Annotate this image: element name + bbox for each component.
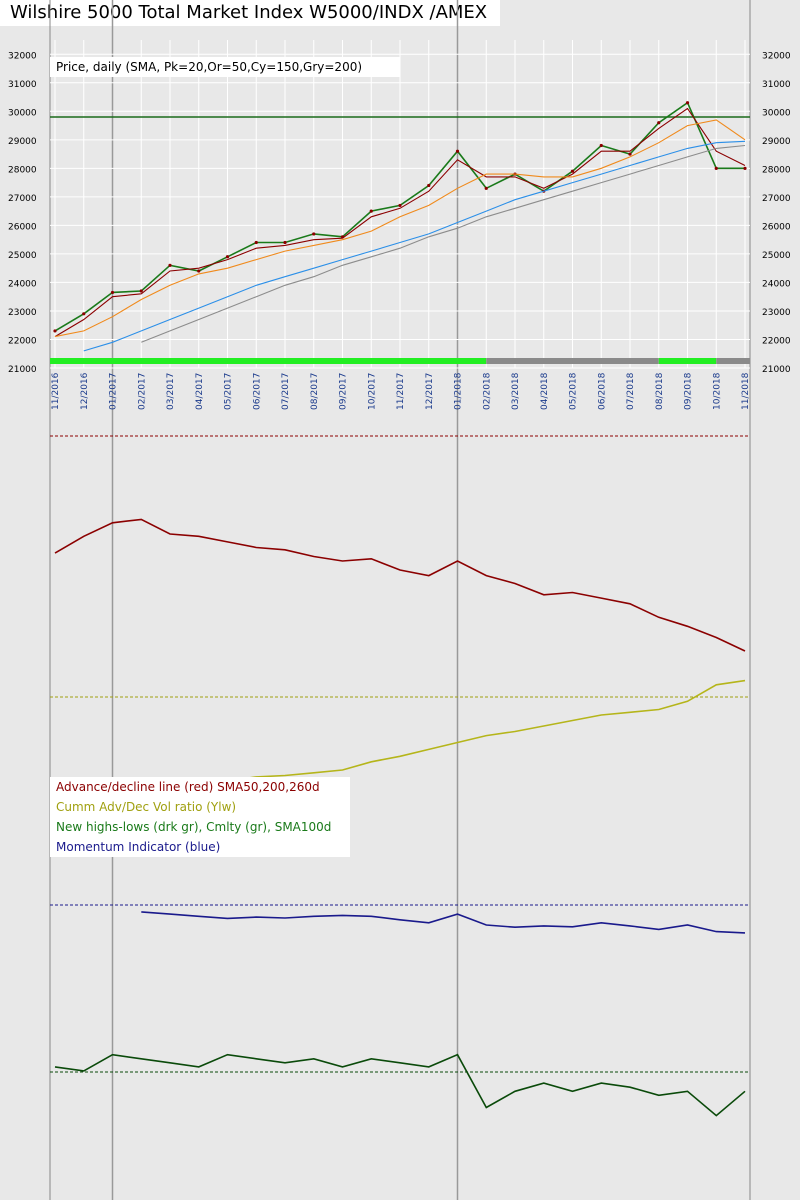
axes: 11/2016 12/2016 01/2017 02/2017 03/2017 04/20… <box>8 51 791 410</box>
price-point <box>398 203 402 208</box>
x-tick-label: 02/2017 <box>137 373 147 410</box>
price-point <box>628 152 632 156</box>
x-tick-label: 08/2018 <box>655 372 665 410</box>
y-tick-label-right: 24000 <box>762 279 791 289</box>
y-tick-label-left: 28000 <box>8 165 37 175</box>
legend-adv-dec-vol-text: Cumm Adv/Dec Vol ratio (Ylw) <box>56 800 237 814</box>
y-tick-label-left: 30000 <box>8 108 37 118</box>
price-point <box>168 263 172 267</box>
y-tick-label-right: 28000 <box>762 165 791 175</box>
chart-title: Wilshire 5000 Total Market Index W5000/I… <box>0 0 500 26</box>
price-point <box>484 186 488 190</box>
price-point <box>225 255 230 259</box>
x-tick-label: 11/2016 <box>51 372 61 410</box>
x-tick-label: 07/2017 <box>281 373 291 410</box>
x-tick-label: 04/2018 <box>540 372 550 410</box>
y-tick-label-left: 31000 <box>8 80 37 90</box>
legend-ad-line: Advance/decline line (red) SMA50,200,260… <box>50 777 350 797</box>
x-tick-label: 01/2017 <box>109 373 119 410</box>
price-point <box>743 166 747 170</box>
grid-lines <box>49 0 751 1200</box>
indicator-line <box>54 518 746 652</box>
price-point <box>657 121 661 125</box>
y-tick-label-right: 25000 <box>762 251 791 261</box>
y-tick-label-left: 32000 <box>8 51 37 61</box>
y-tick-label-right: 26000 <box>762 222 791 232</box>
y-tick-label-left: 24000 <box>8 279 37 289</box>
x-tick-label: 12/2017 <box>425 373 435 410</box>
x-tick-label: 10/2018 <box>712 372 722 410</box>
price-legend: Price, daily (SMA, Pk=20,Or=50,Cy=150,Gr… <box>50 57 400 77</box>
trend-strip-neutral <box>716 358 750 364</box>
y-tick-label-left: 25000 <box>8 251 37 261</box>
price-point <box>570 169 575 173</box>
x-tick-label: 07/2018 <box>626 372 636 410</box>
price-point <box>139 289 143 293</box>
y-tick-label-right: 27000 <box>762 194 791 204</box>
y-tick-label-left: 22000 <box>8 336 37 346</box>
indicator-line <box>54 1053 746 1117</box>
y-tick-label-right: 32000 <box>762 51 791 61</box>
price-point <box>110 290 115 295</box>
y-tick-label-left: 23000 <box>8 308 37 318</box>
x-tick-label: 02/2018 <box>482 372 492 410</box>
x-tick-label: 09/2018 <box>684 372 694 410</box>
y-tick-label-right: 29000 <box>762 137 791 147</box>
price-point <box>53 329 57 333</box>
legend-adv-dec-vol: Cumm Adv/Dec Vol ratio (Ylw) <box>50 797 350 817</box>
x-tick-label: 10/2017 <box>367 373 377 410</box>
price-legend-text: Price, daily (SMA, Pk=20,Or=50,Cy=150,Gr… <box>56 60 363 74</box>
x-tick-label: 05/2017 <box>224 373 234 410</box>
legend-momentum-text: Momentum Indicator (blue) <box>56 840 221 854</box>
x-tick-label: 01/2018 <box>454 372 464 410</box>
legend-ad-line-text: Advance/decline line (red) SMA50,200,260… <box>56 780 320 794</box>
x-tick-label: 05/2018 <box>569 372 579 410</box>
legend-momentum: Momentum Indicator (blue) <box>50 837 350 857</box>
y-tick-label-right: 30000 <box>762 108 791 118</box>
price-point <box>197 269 201 273</box>
x-tick-label: 03/2017 <box>166 373 176 410</box>
x-tick-label: 03/2018 <box>511 372 521 410</box>
price-point <box>283 240 287 245</box>
y-tick-label-left: 21000 <box>8 365 37 375</box>
price-point <box>455 149 460 153</box>
series-line-sma150 <box>83 140 746 352</box>
x-tick-label: 11/2018 <box>741 372 751 410</box>
x-tick-label: 06/2018 <box>597 372 607 410</box>
price-point <box>369 209 373 213</box>
x-tick-label: 11/2017 <box>396 373 406 410</box>
price-point <box>312 232 316 236</box>
trend-strip-up <box>50 358 487 364</box>
price-point <box>714 166 718 170</box>
y-tick-label-right: 23000 <box>762 308 791 318</box>
y-tick-label-right: 31000 <box>762 80 791 90</box>
price-point <box>427 183 431 188</box>
x-tick-label: 09/2017 <box>339 373 349 410</box>
trend-strip-up <box>658 358 717 364</box>
y-tick-label-left: 26000 <box>8 222 37 232</box>
y-tick-label-left: 27000 <box>8 194 37 204</box>
x-tick-label: 12/2016 <box>80 372 90 410</box>
indicator-panel <box>50 435 750 1117</box>
x-tick-label: 08/2017 <box>310 373 320 410</box>
trend-strip-neutral <box>486 358 659 364</box>
series-line-sma20 <box>54 107 746 338</box>
x-tick-label: 06/2017 <box>252 373 262 410</box>
y-tick-label-right: 22000 <box>762 336 791 346</box>
price-point <box>685 101 690 105</box>
series-line-sma200 <box>141 144 746 343</box>
y-tick-label-right: 21000 <box>762 365 791 375</box>
price-point <box>599 143 603 148</box>
price-point <box>82 312 86 316</box>
legend-new-highs-lows-text: New highs-lows (drk gr), Cmlty (gr), SMA… <box>56 820 332 834</box>
series-line-sma50 <box>54 119 746 338</box>
legend-new-highs-lows: New highs-lows (drk gr), Cmlty (gr), SMA… <box>50 817 350 837</box>
indicator-line <box>141 911 746 934</box>
y-tick-label-left: 29000 <box>8 137 37 147</box>
price-panel <box>50 101 750 364</box>
price-point <box>254 240 258 245</box>
x-tick-label: 04/2017 <box>195 373 205 410</box>
